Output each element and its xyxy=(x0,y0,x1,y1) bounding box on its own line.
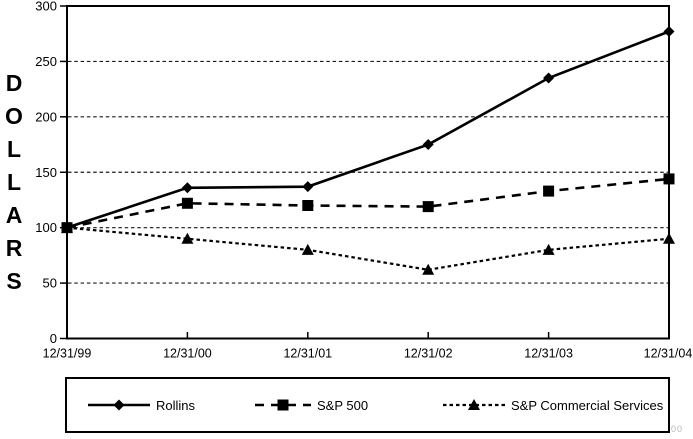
rollins-line-sample-icon xyxy=(88,399,150,411)
sp500-line-sample-icon xyxy=(255,399,311,411)
legend-item-sp500: S&P 500 xyxy=(254,379,368,431)
series-line xyxy=(66,30,670,229)
legend-item-sp-commercial: S&P Commercial Services xyxy=(442,379,663,431)
y-tick-label: 200 xyxy=(35,109,57,124)
scan-artifact: 00 xyxy=(671,424,684,434)
y-tick-label: 100 xyxy=(35,220,57,235)
sp-commercial-line-sample-icon xyxy=(443,399,505,410)
series-line xyxy=(66,177,670,229)
series-line xyxy=(66,226,670,271)
y-tick-label: 250 xyxy=(35,54,57,69)
x-tick-label: 12/31/00 xyxy=(163,347,212,361)
legend-label-rollins: Rollins xyxy=(156,397,196,413)
x-tick-label: 12/31/02 xyxy=(404,347,453,361)
y-tick-label: 150 xyxy=(35,165,57,180)
legend-label-sp-commercial: S&P Commercial Services xyxy=(511,397,664,413)
y-tick-label: 300 xyxy=(35,0,57,14)
y-axis-title: DOLLARS xyxy=(1,70,27,301)
legend-item-rollins: Rollins xyxy=(87,379,195,431)
x-tick-label: 12/31/04 xyxy=(644,347,693,361)
y-tick-label: 0 xyxy=(50,331,57,346)
x-tick-label: 12/31/01 xyxy=(283,347,332,361)
plot-area: 0 50 100 150 200 250 300 12/31/99 12/31/00 12/31/… xyxy=(35,0,693,361)
legend-label-sp500: S&P 500 xyxy=(317,397,369,413)
legend: Rollins S&P 500 S&P Commercial Services xyxy=(65,377,670,433)
x-tick-label: 12/31/03 xyxy=(524,347,573,361)
y-tick-label: 50 xyxy=(43,276,57,291)
performance-line-chart: 0 50 100 150 200 250 300 12/31/99 12/31/00 12/31/… xyxy=(35,0,693,361)
x-tick-label: 12/31/99 xyxy=(43,347,92,361)
